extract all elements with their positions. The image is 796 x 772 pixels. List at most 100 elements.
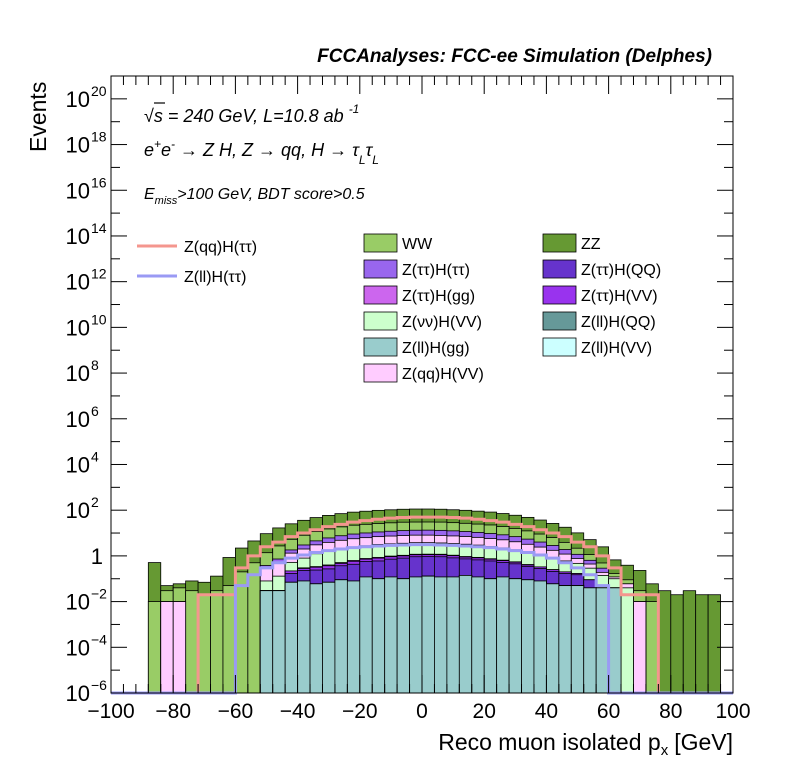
bar-WW-11 [247,562,261,694]
x-tick-label: −60 [218,700,254,723]
legend-label: WW [402,236,433,253]
x-tick-label: 80 [659,700,682,723]
y-tick-exponent: 6 [91,403,99,419]
cut-part: >100 GeV, BDT score>0.5 [177,186,364,203]
bar-Z(ll)H(gg)-30 [483,578,498,694]
legend-swatch [363,259,398,279]
bar-WW-6 [185,590,199,694]
x-tick-label: 20 [473,700,496,723]
process-part: τ [366,140,374,160]
y-tick-label: 10 [66,87,90,112]
bar-ZZ-48 [707,594,721,694]
legend-label: Z(ll)H(gg) [402,340,470,357]
y-tick-label: 10 [66,635,90,660]
y-tick-label: 10 [66,498,90,523]
y-tick-exponent: 2 [91,494,99,510]
x-axis-label: Reco muon isolated px [GeV] [438,729,733,759]
y-tick-label: 10 [66,270,90,295]
process-part: L [359,153,366,167]
energy-annotation: √s = 240 GeV, L=10.8 ab -1 [144,102,359,126]
bar-Z(ll)H(gg)-28 [458,575,473,694]
x-tick-label: 40 [535,700,558,723]
x-tick-label: −20 [342,700,378,723]
signal-line-Z(ll)H(ττ) [111,543,733,695]
bar-Z(ll)H(gg)-36 [558,585,572,694]
bar-ZZ-46 [682,590,697,694]
legend-label: Z(ττ)H(ττ) [402,262,470,279]
bar-Z(ll)H(gg)-39 [595,587,609,694]
chart-title: FCCAnalyses: FCC-ee Simulation (Delphes) [317,46,712,67]
bar-Z(ll)H(gg)-16 [309,583,323,694]
bar-Z(ll)H(gg)-15 [297,580,311,694]
x-axis-label-unit: [GeV] [674,729,733,755]
cut-part: E [144,186,155,203]
x-tick-label: −80 [155,700,191,723]
legend: Z(qq)H(ττ) Z(ll)H(ττ) WW ZZ Z(ττ)H(ττ) Z(ττ)H… [137,233,661,383]
bar-Z(ll)H(gg)-14 [284,581,299,694]
legend-swatch [363,337,398,357]
x-tick-label: −100 [87,700,134,723]
bar-WW-3 [147,601,162,694]
legend-label: ZZ [581,236,601,253]
y-tick-label: 10 [66,133,90,158]
legend-label: Z(qq)H(ττ) [184,239,257,256]
series-Z(ll)H(gg) [259,575,622,694]
y-tick-exponent: −2 [91,586,107,602]
bar-Z(νν)H(VV)-41 [620,587,634,694]
y-tick-label: 10 [66,315,90,340]
bar-Z(qq)H(VV)-4 [160,601,174,694]
x-axis-label-main: Reco muon isolated p [438,729,660,755]
x-tick-label: 60 [597,700,620,723]
legend-swatch [542,337,577,357]
y-tick-label: 10 [66,361,90,386]
legend-label: Z(qq)H(VV) [402,366,484,383]
bar-Z(ll)H(gg)-27 [446,576,460,694]
legend-swatch [542,285,577,305]
y-tick-exponent: 12 [91,266,107,282]
process-part: L [372,153,379,167]
bar-Z(ll)H(gg)-34 [533,580,547,694]
bar-WW-7 [197,594,211,694]
bar-Z(ll)H(gg)-26 [434,576,448,694]
signal-histograms [111,515,733,695]
y-tick-label: 10 [66,407,90,432]
bar-Z(ll)H(gg)-21 [371,578,386,694]
y-tick-exponent: 18 [91,129,107,145]
process-part: e [144,140,154,160]
x-tick-label: 0 [416,700,428,723]
y-axis-label: Events [25,82,51,152]
legend-label: Z(ττ)H(QQ) [581,262,661,279]
bar-Z(ll)H(gg)-35 [546,583,560,694]
y-tick-exponent: −6 [91,677,107,693]
bar-WW-43 [645,601,659,694]
x-axis-ticks: −100 −80 −60 −40 −20 0 20 40 60 80 100 [87,76,751,723]
y-tick-exponent: −4 [91,631,107,647]
bar-Z(ll)H(gg)-13 [272,590,286,694]
cut-part: miss [155,195,178,207]
y-tick-label: 10 [66,224,90,249]
legend-label: Z(νν)H(VV) [402,314,482,331]
bar-Z(ll)H(gg)-24 [409,576,423,694]
bar-Z(ll)H(gg)-37 [570,585,585,694]
bar-Z(ll)H(gg)-23 [396,578,410,694]
bar-Z(ll)H(gg)-12 [259,590,274,694]
cut-annotation: Emiss>100 GeV, BDT score>0.5 [144,186,365,207]
y-tick-exponent: 16 [91,174,107,190]
bar-Z(ll)H(gg)-38 [583,587,597,694]
bar-WW-10 [234,571,249,694]
legend-swatch [363,233,398,253]
y-tick-exponent: 20 [91,83,107,99]
legend-label: Z(ll)H(VV) [581,340,652,357]
y-tick-exponent: 4 [91,448,99,464]
bar-WW-9 [222,585,236,694]
bar-Z(ll)H(gg)-32 [508,578,522,694]
bar-Z(ll)H(gg)-17 [322,581,336,694]
bar-Z(ll)H(gg)-20 [359,576,373,694]
legend-label: Z(ll)H(ττ) [184,269,246,286]
bar-Z(ll)H(gg)-25 [421,575,435,694]
legend-label: Z(ll)H(QQ) [581,314,656,331]
legend-label: Z(ττ)H(gg) [402,288,475,305]
bar-ZZ-44 [657,590,672,694]
bar-ZZ-47 [695,594,709,694]
